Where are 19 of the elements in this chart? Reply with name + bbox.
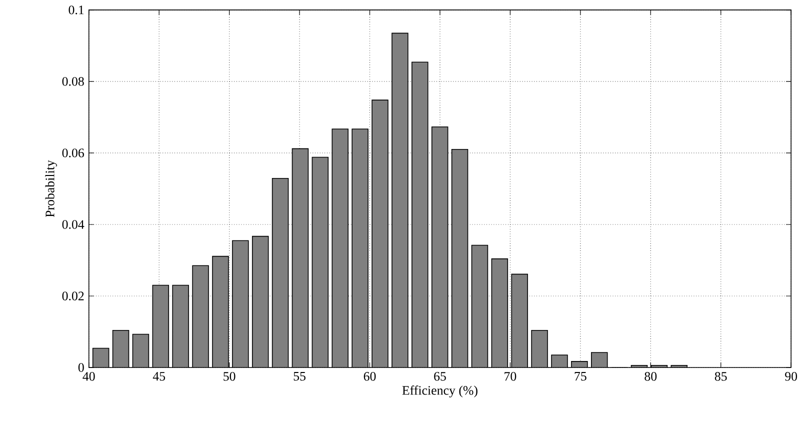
y-tick-label: 0.1 <box>68 5 84 14</box>
x-tick-label: 90 <box>785 372 798 381</box>
x-tick-label: 75 <box>574 372 586 380</box>
x-tick-label: 45 <box>152 372 166 381</box>
x-tick-label: 40 <box>82 372 95 381</box>
y-axis-title: Probability <box>45 160 57 217</box>
x-tick-label: 80 <box>644 372 657 381</box>
x-axis-title: Efficiency (%) <box>402 385 478 398</box>
y-tick-label: 0.08 <box>62 76 84 86</box>
x-tick-label: 85 <box>714 372 727 381</box>
y-tick-label: 0.04 <box>62 220 84 229</box>
x-tick-label: 50 <box>224 372 236 381</box>
x-tick-label: 60 <box>364 372 376 381</box>
x-tick-label: 65 <box>434 372 446 381</box>
y-tick-label: 0.02 <box>62 292 84 300</box>
y-tick-label: 0 <box>78 363 84 372</box>
y-tick-label: 0.06 <box>62 148 84 158</box>
x-tick-label: 55 <box>294 372 306 380</box>
x-tick-label: 70 <box>504 372 516 381</box>
